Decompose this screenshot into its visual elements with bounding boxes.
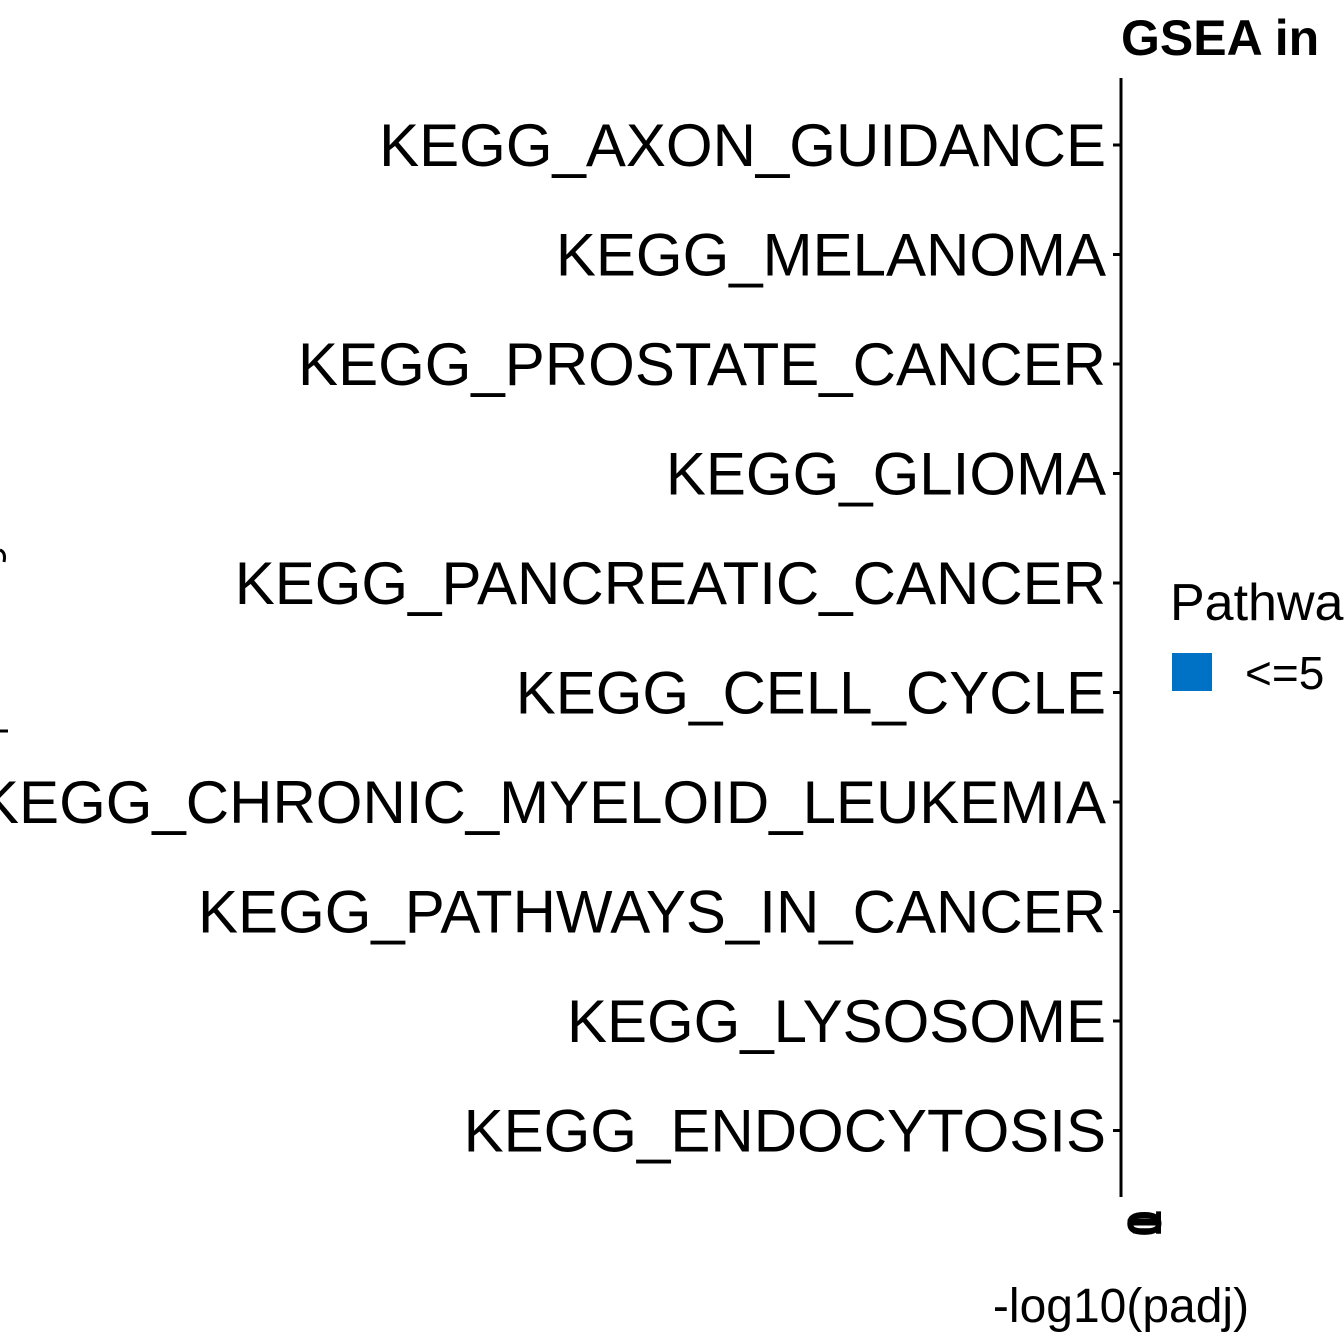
legend-title: Pathwa: [1170, 574, 1344, 632]
y-tick-label: KEGG_CELL_CYCLE: [516, 660, 1106, 727]
y-axis: KEGG_AXON_GUIDANCE KEGG_MELANOMA KEGG_PROS…: [0, 78, 1123, 1197]
y-tick-label: KEGG_GLIOMA: [666, 441, 1106, 508]
y-tick-label: KEGG_AXON_GUIDANCE: [379, 112, 1106, 179]
y-tick-label: KEGG_PROSTATE_CANCER: [298, 331, 1106, 398]
left-edge-fragment: [0, 548, 6, 563]
legend-swatch: [1172, 653, 1212, 691]
x-axis-title: -log10(padj): [993, 1280, 1249, 1333]
x-tick-label: 1: [1119, 1210, 1172, 1237]
legend: Pathwa <=5: [1170, 574, 1344, 699]
y-tick-label: KEGG_LYSOSOME: [567, 988, 1106, 1055]
y-tick-label: KEGG_CHRONIC_MYELOID_LEUKEMIA: [0, 769, 1106, 836]
y-tick-label: KEGG_ENDOCYTOSIS: [464, 1098, 1106, 1165]
x-tick-label: 0: [1119, 1210, 1172, 1237]
chart-title: GSEA in: [1121, 10, 1319, 66]
y-tick-label: KEGG_PANCREATIC_CANCER: [235, 550, 1106, 617]
legend-label: <=5: [1245, 647, 1324, 699]
y-tick-label: KEGG_MELANOMA: [556, 222, 1106, 289]
x-axis: 01 -log10(padj): [993, 1210, 1249, 1333]
y-tick-label: KEGG_PATHWAYS_IN_CANCER: [198, 879, 1106, 946]
